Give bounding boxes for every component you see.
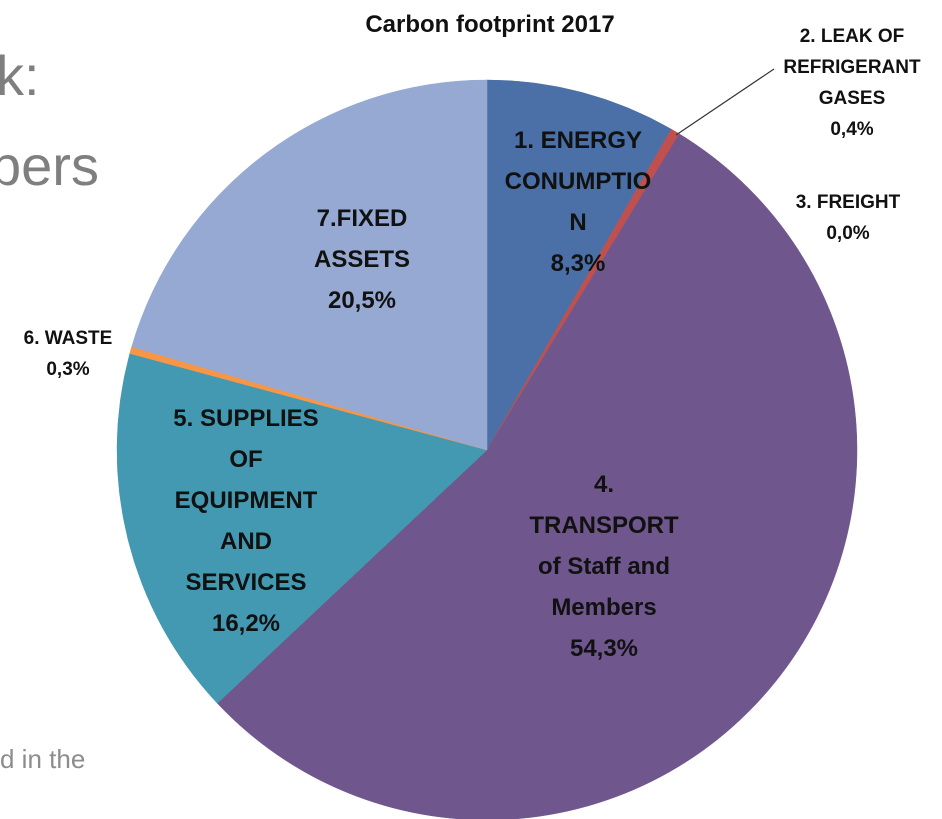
slice-label-5: 5. SUPPLIES OF EQUIPMENT AND SERVICES 16,2% bbox=[173, 405, 318, 637]
slice-label-4: 4. TRANSPORT of Staff and Members 54,3% bbox=[529, 471, 679, 662]
slice-label-2-line-3: GASES bbox=[819, 88, 886, 109]
slice-label-7-line-3: 20,5% bbox=[328, 287, 396, 314]
slice-label-4-line-4: Members bbox=[551, 594, 656, 621]
slice-label-2-line-1: 2. LEAK OF bbox=[800, 26, 905, 47]
slice-label-3: 3. FREIGHT 0,0% bbox=[796, 192, 901, 244]
background-slide-text-3: d in the bbox=[0, 744, 86, 774]
slice-label-1-line-1: 1. ENERGY bbox=[514, 127, 642, 154]
slice-label-4-line-3: of Staff and bbox=[538, 553, 670, 580]
slice-label-6-line-2: 0,3% bbox=[46, 359, 89, 380]
slice-label-4-line-5: 54,3% bbox=[570, 635, 638, 662]
background-slide-text-1: k: bbox=[0, 44, 40, 107]
slice-label-1-line-3: N bbox=[569, 209, 586, 236]
slice-label-6: 6. WASTE 0,3% bbox=[24, 328, 113, 380]
slice-label-3-line-2: 0,0% bbox=[826, 223, 869, 244]
slice-label-2: 2. LEAK OF REFRIGERANT GASES 0,4% bbox=[783, 26, 921, 140]
slice-label-1-line-2: CONUMPTIO bbox=[505, 168, 652, 195]
slice-label-7-line-2: ASSETS bbox=[314, 246, 410, 273]
pie-slice-1 bbox=[486, 79, 672, 451]
slice-label-7-line-1: 7.FIXED bbox=[317, 205, 408, 232]
slice-label-5-line-2: OF bbox=[229, 446, 262, 473]
slice-label-5-line-3: EQUIPMENT bbox=[175, 487, 318, 514]
slice-label-2-line-4: 0,4% bbox=[830, 119, 873, 140]
slice-label-6-line-1: 6. WASTE bbox=[24, 328, 113, 349]
pie-slice-4 bbox=[216, 133, 858, 819]
slice-label-1: 1. ENERGY CONUMPTIO N 8,3% bbox=[505, 127, 652, 277]
slice-label-5-line-1: 5. SUPPLIES bbox=[173, 405, 318, 432]
slice-label-1-line-4: 8,3% bbox=[551, 250, 606, 277]
chart-title: Carbon footprint 2017 bbox=[365, 11, 614, 38]
slice-label-5-line-5: SERVICES bbox=[186, 569, 307, 596]
pie-slice-5 bbox=[116, 353, 488, 704]
slice-label-5-line-4: AND bbox=[220, 528, 272, 555]
slice-label-4-line-2: TRANSPORT bbox=[529, 512, 679, 539]
slice-label-4-line-1: 4. bbox=[594, 471, 614, 498]
slice-label-2-line-2: REFRIGERANT bbox=[783, 57, 921, 78]
background-slide-text-2: pers bbox=[0, 134, 99, 197]
slice-label-7: 7.FIXED ASSETS 20,5% bbox=[314, 205, 410, 314]
slice-label-5-line-6: 16,2% bbox=[212, 610, 280, 637]
slice-label-3-line-1: 3. FREIGHT bbox=[796, 192, 901, 213]
pie-slice-7 bbox=[131, 79, 488, 451]
leader-line-2 bbox=[675, 68, 775, 136]
